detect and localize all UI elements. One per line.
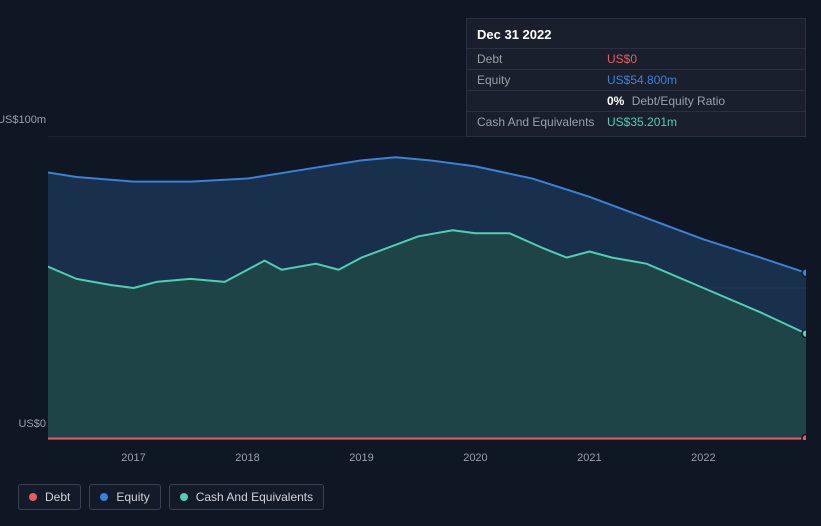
legend-label: Equity — [116, 490, 149, 504]
tooltip-debt-label: Debt — [477, 51, 607, 67]
legend-dot-icon — [180, 493, 188, 501]
legend-item-equity[interactable]: Equity — [89, 484, 160, 510]
tooltip-ratio-pct: 0% — [607, 94, 624, 108]
tooltip-row-debt: Debt US$0 — [467, 48, 805, 69]
legend-dot-icon — [29, 493, 37, 501]
plot-svg — [48, 136, 806, 440]
x-tick-label: 2019 — [349, 452, 373, 464]
y-axis-label-top: US$100m — [0, 114, 46, 126]
legend: Debt Equity Cash And Equivalents — [18, 484, 324, 510]
legend-item-debt[interactable]: Debt — [18, 484, 81, 510]
legend-label: Cash And Equivalents — [196, 490, 313, 504]
tooltip-row-equity: Equity US$54.800m — [467, 69, 805, 90]
plot-area[interactable] — [48, 136, 806, 440]
tooltip-equity-value: US$54.800m — [607, 72, 795, 88]
tooltip-ratio-spacer — [477, 93, 607, 109]
legend-label: Debt — [45, 490, 70, 504]
tooltip-equity-label: Equity — [477, 72, 607, 88]
y-axis-label-bottom: US$0 — [18, 418, 46, 430]
tooltip-ratio-value: 0% Debt/Equity Ratio — [607, 93, 795, 109]
x-tick-label: 2018 — [235, 452, 259, 464]
tooltip-debt-value: US$0 — [607, 51, 795, 67]
tooltip-date: Dec 31 2022 — [467, 23, 805, 48]
x-tick-label: 2020 — [463, 452, 487, 464]
tooltip-row-ratio: 0% Debt/Equity Ratio — [467, 90, 805, 111]
x-tick-label: 2022 — [691, 452, 715, 464]
legend-item-cash[interactable]: Cash And Equivalents — [169, 484, 324, 510]
legend-dot-icon — [100, 493, 108, 501]
x-tick-label: 2021 — [577, 452, 601, 464]
area-chart[interactable]: US$100m US$0 201720182019202020212022 — [16, 120, 806, 440]
x-axis-ticks: 2017 2018 2019 2020 2021 2022 — [48, 446, 806, 466]
tooltip-ratio-label: Debt/Equity Ratio — [632, 94, 725, 108]
x-tick-label: 2017 — [121, 452, 145, 464]
